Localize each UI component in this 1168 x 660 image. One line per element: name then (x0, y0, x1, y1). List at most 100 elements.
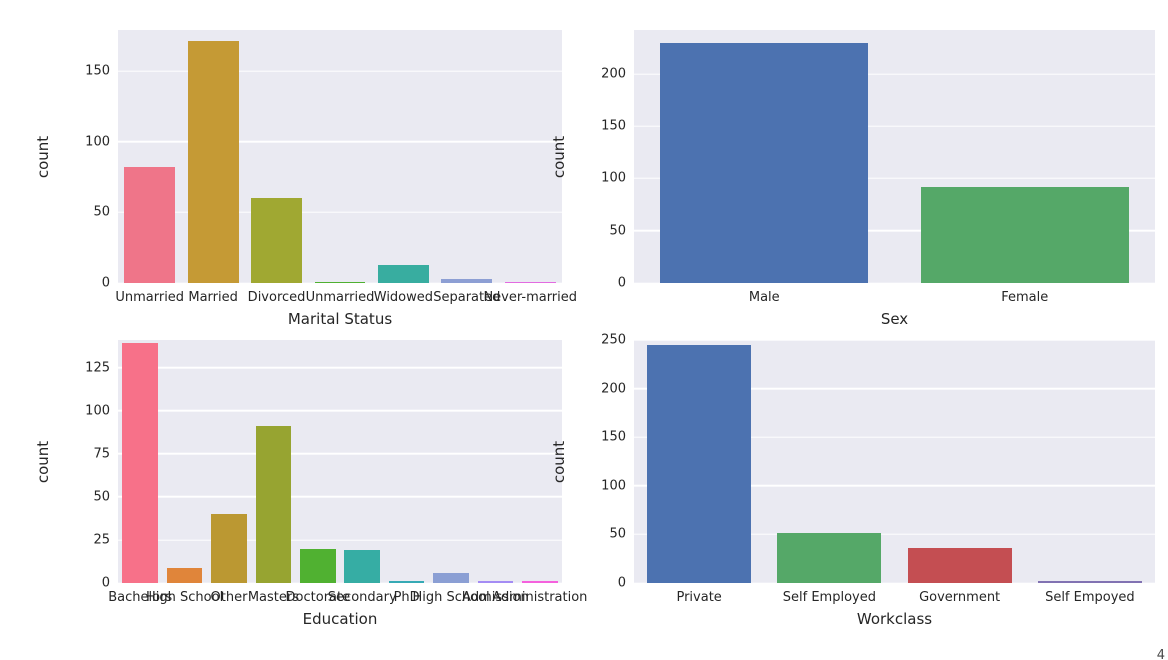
bar (166, 567, 203, 583)
y-tick-label: 0 (617, 275, 626, 291)
gridlines (634, 339, 1155, 584)
x-tick-label: Female (1001, 290, 1049, 305)
x-tick-label: Private (676, 590, 722, 605)
x-tick-slot: Self Employed (764, 590, 894, 610)
x-tick-slot: Private (634, 590, 764, 610)
y-tick-label: 50 (93, 204, 110, 220)
subplot-education: count 0 25 50 75 100 125 Bachelors High School… (34, 340, 587, 628)
x-tick-label: Unmarried (115, 290, 185, 305)
gridline (118, 140, 562, 143)
gridline (118, 211, 562, 214)
bar-slot (207, 340, 251, 583)
x-tick-label: Government (919, 590, 1001, 605)
bar-slot (296, 340, 340, 583)
subplot-marital-status: count 0 50 100 150 Unmarried Married Divorced… (34, 30, 577, 328)
x-axis-label: Education (302, 610, 378, 628)
bar-slot (181, 30, 244, 283)
gridline (634, 387, 1155, 390)
bar-slot (340, 340, 384, 583)
bar (477, 581, 514, 583)
x-tick-slot: PhD (384, 590, 428, 610)
y-tick-label: 200 (601, 381, 626, 397)
x-tick-slot: Secondary (328, 590, 397, 610)
corner-text: 4 (1156, 648, 1165, 660)
bar (314, 281, 366, 283)
x-axis-label: Sex (880, 310, 909, 328)
x-tick-label: Administration (492, 590, 588, 605)
gridline (118, 366, 562, 369)
y-tick-label: 50 (609, 526, 626, 542)
bar (441, 278, 493, 283)
y-axis-label: count (34, 135, 52, 178)
x-tick-label: Secondary (327, 590, 397, 605)
x-tick-label: Male (748, 290, 780, 305)
bar (122, 343, 158, 583)
bar-slot (118, 340, 162, 583)
gridline (634, 339, 1155, 341)
x-tick-slot: Married (181, 290, 244, 310)
y-tick-label: 150 (601, 429, 626, 445)
gridline (634, 533, 1155, 536)
y-axis-ticks: 0 50 100 150 200 (572, 30, 626, 289)
x-tick-slot: Divorced (245, 290, 308, 310)
x-tick-slot: Separated (433, 290, 501, 310)
x-axis-label: Marital Status (287, 310, 393, 328)
x-tick-label: Self Employed (782, 590, 876, 605)
x-axis-ticks: Male Female (634, 290, 1155, 310)
x-axis-ticks: Unmarried Married Divorced Unmarried Widowed… (115, 290, 577, 310)
x-tick-slot: Masters (248, 590, 299, 610)
x-tick-label: Divorced (247, 290, 306, 305)
x-tick-label: Separated (433, 290, 501, 305)
bar (504, 281, 556, 283)
gridline (118, 539, 562, 541)
gridline (634, 177, 1155, 180)
bar-slot (245, 30, 308, 283)
x-tick-label: High School (412, 590, 490, 605)
bar-slot (895, 340, 1025, 583)
bar-slot (435, 30, 498, 283)
y-tick-label: 100 (601, 170, 626, 186)
x-tick-label: Masters (247, 590, 300, 605)
bar (211, 514, 247, 583)
gridlines (118, 30, 562, 284)
bar (777, 533, 882, 583)
bar (920, 186, 1129, 283)
x-axis-ticks: Private Self Employed Government Self Empoy… (634, 590, 1155, 610)
x-tick-slot: Unmarried (306, 290, 375, 310)
y-tick-label: 25 (93, 532, 110, 548)
bar (660, 42, 869, 283)
bar (300, 548, 336, 583)
plot-area (634, 339, 1155, 584)
x-tick-label: Doctorate (285, 590, 351, 605)
bar-slot (634, 30, 895, 283)
bars (634, 30, 1155, 283)
bars (118, 340, 562, 583)
y-tick-label: 150 (601, 118, 626, 134)
gridline (118, 282, 562, 284)
y-axis-label: count (550, 440, 568, 483)
y-axis-ticks: 0 50 100 150 200 250 (572, 334, 626, 590)
x-tick-label: Married (188, 290, 238, 305)
bar (378, 264, 429, 283)
y-tick-label: 75 (93, 446, 110, 462)
gridline (118, 70, 562, 72)
bar (907, 548, 1012, 583)
y-tick-label: 0 (101, 575, 110, 591)
y-tick-label: 0 (617, 575, 626, 591)
bar-slot (384, 340, 428, 583)
gridline (634, 485, 1155, 487)
x-tick-slot: Administration (492, 590, 587, 610)
gridlines (634, 30, 1155, 284)
bar (251, 198, 302, 283)
bar-slot (518, 340, 562, 583)
bar (388, 581, 425, 583)
x-tick-slot: Unmarried (115, 290, 185, 310)
x-tick-slot: Self Empoyed (1025, 590, 1155, 610)
y-tick-label: 100 (85, 134, 110, 150)
x-tick-label: Unmarried (305, 290, 375, 305)
x-tick-label: Widowed (373, 290, 434, 305)
x-tick-slot: High School (146, 590, 223, 610)
bar-slot (473, 340, 517, 583)
bar (647, 344, 752, 583)
gridline (118, 582, 562, 584)
